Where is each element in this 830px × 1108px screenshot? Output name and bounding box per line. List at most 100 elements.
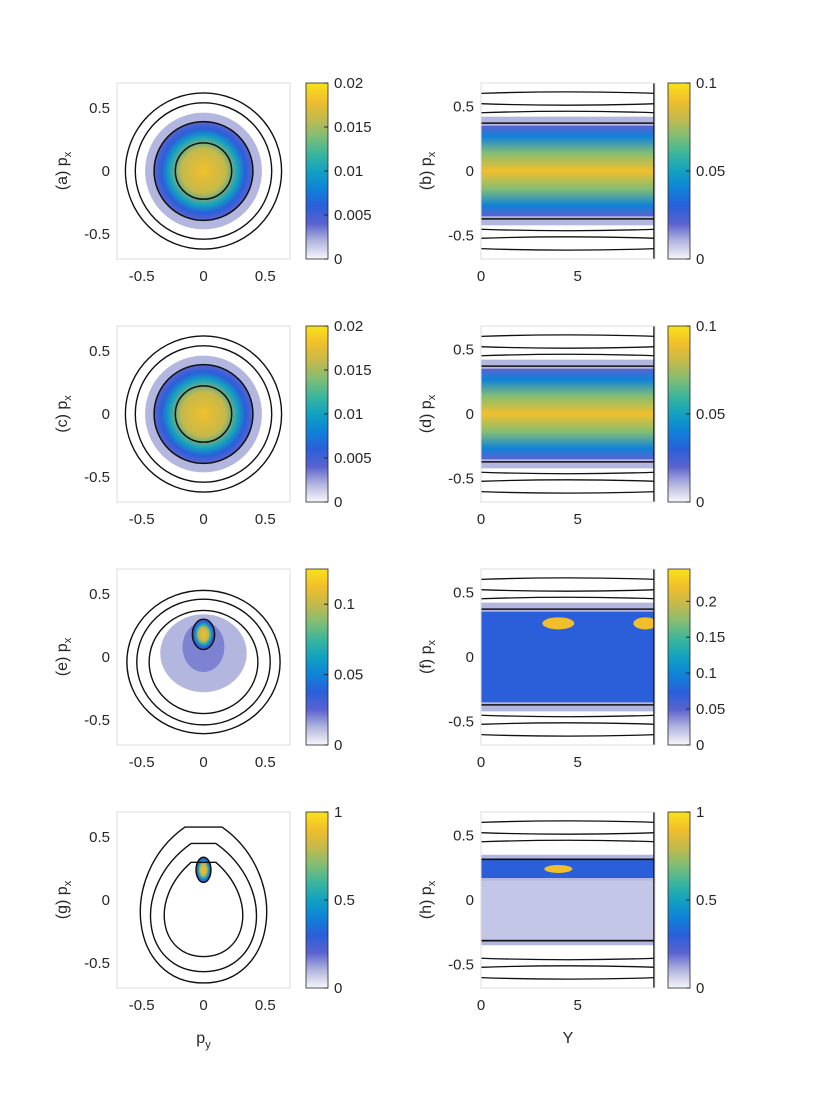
contour-outer-3 — [481, 820, 655, 824]
contour-outer-1 — [481, 110, 655, 114]
ytick-label: 0.5 — [453, 341, 474, 358]
colorbar-tick-label: 0.01 — [334, 406, 363, 423]
colorbar-tick-label: 0.2 — [696, 593, 717, 610]
panel-c: -0.5 0 0.5 -0.5 0 0.5 (c) px 0 0.005 0.01 0.015 0.0… — [54, 318, 372, 528]
density-peak-2 — [633, 617, 655, 630]
ytick-label: 0.5 — [89, 829, 110, 846]
contour-inner — [174, 385, 233, 443]
colorbar-tick-label: 0.05 — [696, 406, 725, 423]
xtick-label: -0.5 — [129, 997, 155, 1014]
xtick-label: 0.5 — [255, 268, 276, 285]
ytick-label: 0.5 — [89, 586, 110, 603]
colorbar-tick-label: 0.05 — [334, 667, 363, 684]
panel-b: -0.5 0 0.5 0 5 (b) px 0 0.05 0.1 — [418, 75, 725, 285]
xtick-label: 5 — [573, 997, 581, 1014]
ylabel: (h) px — [418, 880, 438, 919]
contour-level-2 — [149, 842, 258, 973]
axes-box — [116, 811, 291, 989]
xtick-label: 5 — [573, 754, 581, 771]
ytick-label: -0.5 — [448, 471, 474, 488]
ylabel: (b) px — [418, 151, 438, 190]
ytick-label: -0.5 — [84, 226, 110, 243]
xtick-label: 0.5 — [255, 511, 276, 528]
colorbar-tick-label: 0 — [696, 980, 704, 997]
xtick-label: -0.5 — [129, 754, 155, 771]
colorbar-tick-label: 0.005 — [334, 450, 372, 467]
colorbar-tick-label: 0.01 — [334, 163, 363, 180]
contour-outer-4 — [481, 228, 655, 232]
ytick-label: -0.5 — [448, 228, 474, 245]
ylabel: (a) px — [54, 151, 74, 190]
colorbar-tick-label: 0 — [334, 737, 342, 754]
ytick-label: -0.5 — [84, 712, 110, 729]
plot-area-c — [124, 335, 283, 493]
ytick-label: -0.5 — [448, 714, 474, 731]
xtick-label: 0.5 — [255, 997, 276, 1014]
colorbar-tick-label: 0.05 — [696, 701, 725, 718]
ylabel: (c) px — [54, 395, 74, 433]
contour-level-1 — [163, 861, 244, 958]
panel-f: -0.5 0 0.5 0 5 (f) px 0 0.05 0.1 0.15 0.2 — [418, 568, 725, 771]
xtick-label: 5 — [573, 268, 581, 285]
density-peak — [544, 864, 573, 873]
contour-level-1 — [153, 363, 254, 465]
contour-level-1 — [148, 609, 259, 715]
colorbar-tick-label: 0 — [696, 494, 704, 511]
contour-level-3 — [124, 335, 283, 493]
ytick-label: 0 — [102, 649, 110, 666]
contour-outer-4 — [481, 957, 655, 961]
xtick-label: 0 — [477, 511, 485, 528]
plot-area-g — [139, 826, 268, 984]
ytick-label: 0.5 — [453, 827, 474, 844]
density-band — [481, 125, 655, 217]
contour-outer-5 — [481, 965, 655, 968]
plot-area-e — [126, 589, 281, 735]
contour-outer-6 — [481, 247, 655, 251]
colorbar — [667, 568, 691, 746]
ytick-label: 0.5 — [89, 343, 110, 360]
colorbar-tick-label: 0.5 — [334, 892, 355, 909]
ytick-label: -0.5 — [84, 955, 110, 972]
axes-box — [116, 568, 291, 746]
xtick-label: 0 — [199, 511, 207, 528]
ytick-label: -0.5 — [84, 469, 110, 486]
contour-outer-6 — [481, 976, 655, 980]
xtick-label: 0 — [477, 997, 485, 1014]
colorbar-tick-label: 0.15 — [696, 629, 725, 646]
colorbar-tick-label: 0.5 — [696, 892, 717, 909]
xtick-label: 0 — [477, 754, 485, 771]
colorbar-tick-label: 0 — [696, 737, 704, 754]
colorbar-tick-label: 1 — [696, 804, 704, 821]
ytick-label: 0 — [102, 406, 110, 423]
density-core — [191, 618, 216, 651]
contour-outer-1 — [481, 839, 655, 843]
axes-box — [480, 568, 656, 746]
xtick-label: -0.5 — [129, 511, 155, 528]
contour-outer-4 — [481, 714, 655, 718]
colorbar-tick-label: 0 — [334, 494, 342, 511]
contour-outer-3 — [481, 334, 655, 338]
ylabel: (e) px — [54, 637, 74, 676]
density-low — [481, 880, 655, 939]
xtick-label: 0 — [199, 754, 207, 771]
plot-area-b — [481, 83, 655, 259]
axes-box — [116, 325, 291, 503]
xtick-label: 0 — [199, 268, 207, 285]
colorbar-tick-label: 0.015 — [334, 119, 372, 136]
contour-outer-5 — [481, 722, 655, 725]
axes-box — [116, 82, 291, 260]
panel-d: -0.5 0 0.5 0 5 (d) px 0 0.05 0.1 — [418, 318, 725, 528]
contour-inner — [174, 142, 233, 200]
colorbar-tick-label: 0.1 — [696, 665, 717, 682]
ytick-label: 0 — [102, 163, 110, 180]
contour-outer-3 — [481, 577, 655, 581]
density-peak-1 — [542, 617, 575, 630]
density-fill — [154, 364, 253, 464]
ytick-label: 0.5 — [453, 98, 474, 115]
colorbar-tick-label: 0.02 — [334, 318, 363, 335]
plot-area-f — [481, 569, 655, 745]
density-band — [481, 368, 655, 460]
contour-outer-6 — [481, 733, 655, 737]
xlabel: Y — [563, 1030, 574, 1047]
